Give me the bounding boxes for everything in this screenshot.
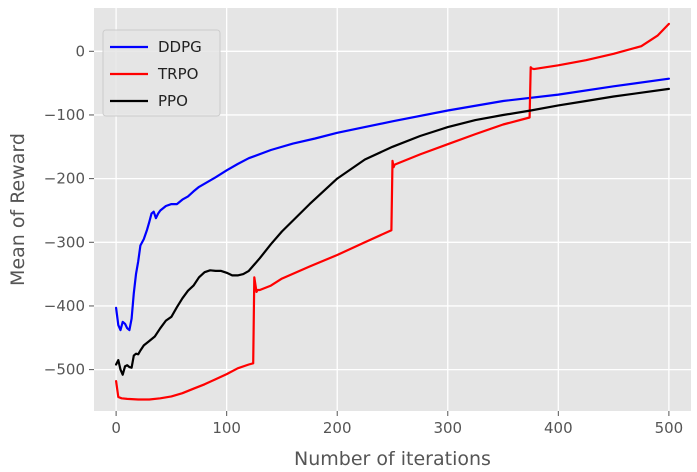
x-tick-label: 400 <box>544 419 573 437</box>
y-axis-ticks: −500 −400 −300 −200 −100 0 <box>44 42 94 379</box>
series-layer <box>114 22 671 401</box>
x-tick-label: 200 <box>323 419 352 437</box>
legend-label-ppo: PPO <box>158 92 188 110</box>
x-tick-label: 0 <box>111 419 121 437</box>
y-axis-title: Mean of Reward <box>7 133 29 286</box>
y-tick-label: −100 <box>44 106 85 124</box>
legend-label-ddpg: DDPG <box>158 38 202 56</box>
series-line-ddpg <box>114 77 671 332</box>
x-tick-label: 500 <box>655 419 684 437</box>
x-tick-label: 300 <box>433 419 462 437</box>
legend-label-trpo: TRPO <box>157 65 198 83</box>
y-tick-label: −200 <box>44 170 85 188</box>
x-axis-ticks: 0 100 200 300 400 500 <box>111 411 683 437</box>
y-tick-label: 0 <box>75 42 85 60</box>
x-tick-label: 100 <box>212 419 241 437</box>
y-tick-label: −300 <box>44 233 85 251</box>
series-line-trpo <box>114 22 671 401</box>
legend: DDPG TRPO PPO <box>102 29 221 117</box>
legend-box <box>102 29 221 117</box>
x-axis-title: Number of iterations <box>294 448 491 470</box>
series-line-ppo <box>114 87 671 376</box>
y-tick-label: −400 <box>44 297 85 315</box>
y-tick-label: −500 <box>44 361 85 379</box>
